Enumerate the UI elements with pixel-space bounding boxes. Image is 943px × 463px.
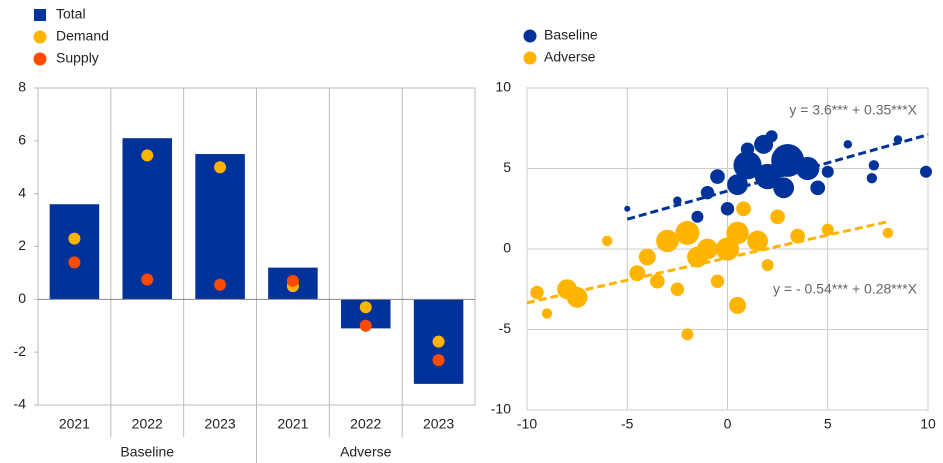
y-tick-label: -2: [14, 343, 27, 359]
y-tick-label: 6: [18, 132, 26, 148]
legend-label: Demand: [56, 28, 109, 44]
legend-swatch: [33, 30, 47, 44]
bubble: [710, 169, 725, 184]
bar: [49, 204, 100, 300]
bubble: [602, 235, 613, 247]
bubble: [868, 160, 880, 171]
bar: [195, 154, 245, 300]
bubble: [624, 205, 631, 212]
bubble: [821, 223, 834, 236]
x-tick-label: 0: [724, 416, 732, 432]
bubble: [638, 248, 656, 266]
y-tick-label: -5: [499, 320, 512, 336]
bubble: [770, 209, 785, 225]
bubble: [656, 229, 679, 253]
dot: [359, 319, 372, 332]
bubble: [882, 227, 894, 239]
y-tick-label: 0: [503, 240, 511, 256]
trend-line: [626, 133, 929, 221]
bubble: [733, 151, 762, 180]
y-tick-label: 10: [495, 79, 511, 95]
dot: [141, 149, 154, 162]
bubble: [773, 177, 795, 199]
dot: [432, 354, 445, 367]
legend-label: Total: [56, 6, 86, 22]
bubble: [720, 202, 735, 216]
x-tick-label: 2023: [205, 416, 236, 432]
dot: [359, 301, 372, 314]
x-tick-label: 2021: [277, 416, 308, 432]
x-tick-label: 2022: [132, 416, 163, 432]
bubble: [726, 221, 749, 245]
y-tick-label: 4: [18, 184, 26, 200]
bubble: [729, 296, 747, 314]
bubble: [919, 165, 932, 178]
bubble: [810, 180, 826, 196]
x-tick-label: 2023: [423, 416, 454, 432]
bubble: [761, 259, 774, 272]
bubble: [541, 308, 553, 319]
legend-swatch: [33, 52, 47, 66]
dot: [68, 232, 81, 245]
bubble: [649, 273, 665, 289]
bar: [122, 138, 173, 300]
bubble: [821, 165, 834, 178]
bubble: [736, 201, 751, 217]
bubble: [710, 274, 725, 288]
y-tick-label: 5: [503, 159, 511, 175]
trend-annotation: y = 3.6*** + 0.35***X: [789, 102, 917, 118]
y-tick-label: 2: [18, 237, 26, 253]
bubble: [727, 174, 748, 195]
dot: [214, 161, 227, 174]
legend-label: Supply: [56, 50, 99, 66]
x-tick-label: 5: [824, 416, 832, 432]
bubble: [843, 140, 853, 149]
bubble: [691, 210, 704, 223]
x-tick-label: 10: [920, 416, 936, 432]
legend-swatch: [34, 9, 46, 21]
y-tick-label: -10: [491, 401, 511, 417]
x-tick-label: -10: [517, 416, 537, 432]
y-tick-label: 8: [18, 79, 26, 95]
dot: [68, 256, 81, 269]
dot: [286, 274, 299, 287]
legend-swatch: [523, 51, 537, 65]
dot: [141, 273, 154, 286]
y-tick-label: -4: [14, 396, 27, 412]
bubble: [629, 265, 646, 282]
bubble: [866, 172, 878, 184]
bubble: [681, 328, 694, 341]
x-tick-label: -5: [621, 416, 634, 432]
trend-annotation: y = - 0.54*** + 0.28***X: [773, 281, 918, 297]
legend-label: Adverse: [544, 49, 596, 65]
group-label: Adverse: [340, 444, 392, 460]
bubble: [530, 285, 544, 300]
bubble: [673, 196, 682, 205]
y-tick-label: 0: [18, 290, 26, 306]
bubble: [771, 144, 805, 177]
bubble: [765, 130, 778, 143]
bubble: [566, 286, 588, 308]
bubble: [670, 282, 685, 296]
bubble: [697, 238, 718, 260]
dot: [432, 335, 445, 348]
legend-swatch: [523, 29, 537, 43]
dot: [214, 278, 227, 291]
bubble: [675, 220, 700, 245]
bubble: [740, 142, 755, 156]
bubble: [747, 230, 768, 252]
group-label: Baseline: [120, 444, 174, 460]
legend-label: Baseline: [544, 27, 598, 43]
x-tick-label: 2021: [59, 416, 90, 432]
x-tick-label: 2022: [350, 416, 381, 432]
trend-line: [526, 220, 889, 305]
